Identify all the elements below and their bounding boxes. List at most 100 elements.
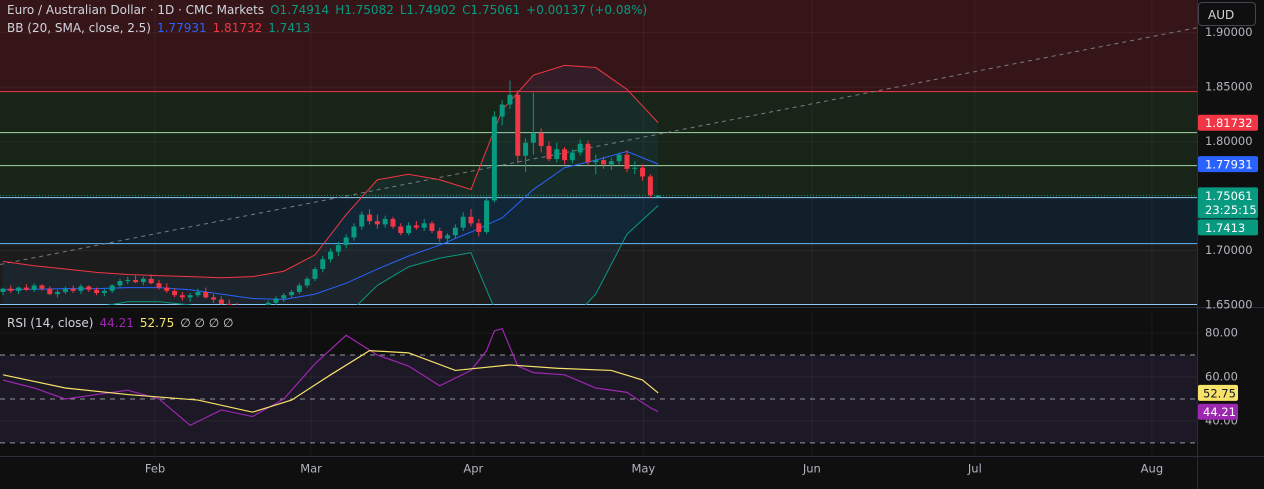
x-tick-label: Aug: [1141, 462, 1163, 476]
rsi-placeholders: ∅ ∅ ∅ ∅: [180, 316, 234, 330]
candle-body: [343, 237, 349, 246]
candle-body: [78, 286, 84, 291]
low-label: L1.74902: [399, 3, 457, 17]
x-tick-label: Apr: [463, 462, 483, 476]
candle-body: [476, 223, 482, 233]
rsi-value: 44.21: [99, 316, 134, 330]
rsi-ma-value: 52.75: [139, 316, 175, 330]
price-tick-label: 1.85000: [1205, 80, 1253, 94]
high-label: H1.75082: [335, 3, 394, 17]
candle-body: [296, 285, 302, 292]
candle-body: [460, 216, 466, 228]
rsi-tick-label: 80.00: [1205, 326, 1238, 340]
candle-body: [608, 161, 614, 165]
candle-body: [390, 218, 396, 227]
candle-body: [0, 288, 6, 292]
candle-body: [335, 245, 341, 252]
candle-body: [211, 297, 217, 300]
rsi-pane: [0, 310, 1197, 455]
candle-body: [445, 235, 451, 239]
bb-lower-value: 1.7413: [268, 21, 311, 35]
candle-body: [86, 286, 92, 290]
candle-body: [515, 94, 521, 156]
candle-body: [593, 160, 599, 163]
candle-body: [413, 225, 419, 228]
candle-body: [23, 287, 29, 290]
candle-body: [304, 278, 310, 286]
bb-fill: [2, 65, 659, 305]
candle-body: [616, 154, 622, 162]
candle-body: [179, 295, 185, 298]
candle-body: [655, 195, 661, 198]
candle-body: [203, 291, 209, 298]
candle-body: [312, 269, 318, 279]
candle-body: [289, 291, 295, 296]
candle-body: [133, 279, 139, 283]
candle-body: [218, 299, 224, 304]
bb-title: BB (20, SMA, close, 2.5): [7, 21, 151, 35]
price-tick-label: 1.70000: [1205, 243, 1253, 257]
candle-body: [8, 288, 14, 291]
candle-body: [156, 283, 162, 288]
candle-body: [398, 226, 404, 234]
bb-upper-badge: 1.81732: [1205, 116, 1253, 130]
candle-body: [140, 278, 146, 283]
candle-body: [367, 214, 373, 222]
candle-body: [499, 104, 505, 117]
candle-body: [55, 291, 61, 295]
bb-lower-badge-bg: [1198, 219, 1258, 236]
candle-body: [320, 259, 326, 270]
candle-body: [328, 251, 334, 260]
candle-body: [47, 288, 53, 295]
bb-lower: [106, 205, 659, 305]
open-label: O1.74914: [270, 3, 330, 17]
candle-body: [554, 149, 560, 160]
candle-body: [148, 278, 154, 284]
candle-body: [359, 214, 365, 227]
x-tick-label: May: [631, 462, 655, 476]
candle-body: [429, 223, 435, 231]
rsi-line: [2, 350, 659, 413]
bb-basis-badge: 1.77931: [1205, 158, 1253, 172]
x-tick-label: Jul: [967, 462, 982, 476]
candle-body: [406, 225, 412, 234]
candle-body: [250, 310, 255, 311]
zone: [0, 197, 1197, 244]
candle-body: [507, 94, 513, 105]
candle-body: [452, 227, 458, 236]
countdown: 23:25:15: [1205, 203, 1257, 217]
price-tick-label: 1.80000: [1205, 134, 1253, 148]
rsi-ma-badge-bg: [1198, 384, 1238, 401]
symbol-legend: Euro / Australian Dollar · 1D · CMC Mark…: [7, 3, 647, 17]
candle-body: [491, 116, 497, 201]
candle-body: [523, 142, 529, 156]
currency-button[interactable]: AUD: [1198, 2, 1256, 26]
candle-body: [351, 226, 357, 238]
candle-body: [530, 132, 536, 143]
price-tick-label: 1.90000: [1205, 25, 1253, 39]
bb-upper-value: 1.81732: [212, 21, 263, 35]
candle-body: [624, 154, 630, 169]
bb-basis-badge-bg: [1198, 156, 1258, 173]
rsi-tick-label: 60.00: [1205, 370, 1238, 384]
candle-body: [109, 285, 115, 291]
symbol-title: Euro / Australian Dollar · 1D · CMC Mark…: [7, 3, 265, 17]
change-label: +0.00137 (+0.08%): [526, 3, 648, 17]
candle-body: [195, 291, 201, 296]
candle-body: [382, 218, 388, 225]
candle-body: [273, 298, 279, 303]
candle-body: [632, 167, 638, 169]
candle-body: [538, 132, 544, 146]
candle-body: [640, 167, 646, 177]
candle-body: [39, 285, 45, 289]
candle-body: [117, 281, 123, 286]
rsi-title: RSI (14, close): [7, 316, 94, 330]
candle-body: [437, 230, 443, 239]
candle-body: [585, 143, 591, 163]
rsi-legend: RSI (14, close) 44.21 52.75 ∅ ∅ ∅ ∅: [7, 316, 233, 330]
candle-body: [374, 221, 380, 225]
candle-body: [62, 288, 68, 292]
candle-body: [421, 223, 427, 228]
